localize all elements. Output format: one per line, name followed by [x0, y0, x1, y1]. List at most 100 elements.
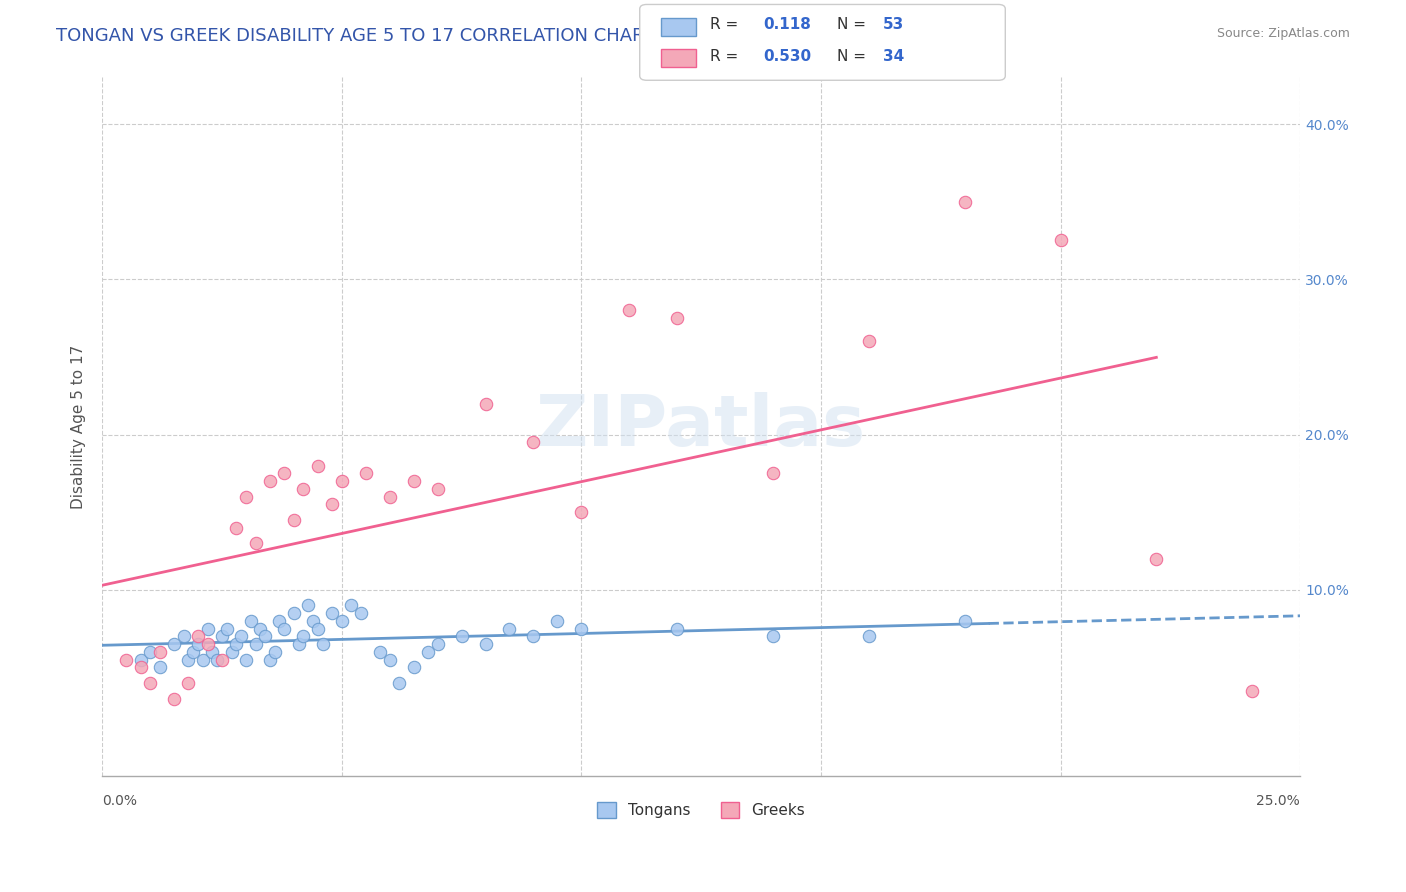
Point — [619, 303, 641, 318]
Point — [225, 637, 247, 651]
Point — [569, 505, 592, 519]
Point — [416, 645, 439, 659]
Point — [287, 637, 309, 651]
Point — [297, 599, 319, 613]
Point — [292, 629, 315, 643]
Text: 0.530: 0.530 — [763, 49, 811, 63]
Text: N =: N = — [837, 49, 866, 63]
Text: 25.0%: 25.0% — [1257, 794, 1301, 807]
Point — [330, 614, 353, 628]
Point — [354, 467, 377, 481]
Point — [149, 645, 172, 659]
Point — [191, 653, 214, 667]
Point — [283, 606, 305, 620]
Point — [474, 637, 496, 651]
Point — [311, 637, 333, 651]
Point — [273, 467, 295, 481]
Point — [249, 622, 271, 636]
Point — [283, 513, 305, 527]
Text: 53: 53 — [883, 17, 904, 31]
Point — [569, 622, 592, 636]
Point — [426, 482, 449, 496]
Point — [350, 606, 373, 620]
Point — [163, 637, 186, 651]
Text: R =: R = — [710, 49, 738, 63]
Point — [263, 645, 285, 659]
Legend: Tongans, Greeks: Tongans, Greeks — [591, 797, 811, 824]
Point — [235, 653, 257, 667]
Point — [1049, 234, 1071, 248]
Point — [330, 474, 353, 488]
Point — [221, 645, 243, 659]
Point — [129, 660, 152, 674]
Point — [197, 637, 219, 651]
Point — [211, 629, 233, 643]
Point — [302, 614, 325, 628]
Point — [858, 629, 880, 643]
Point — [245, 536, 267, 550]
Point — [953, 614, 976, 628]
Point — [187, 637, 209, 651]
Point — [269, 614, 291, 628]
Text: 0.0%: 0.0% — [103, 794, 138, 807]
Point — [498, 622, 520, 636]
Point — [307, 622, 329, 636]
Text: 34: 34 — [883, 49, 904, 63]
Point — [1144, 551, 1167, 566]
Point — [378, 653, 401, 667]
Text: ZIPatlas: ZIPatlas — [536, 392, 866, 461]
Point — [522, 435, 544, 450]
Point — [259, 653, 281, 667]
Point — [666, 311, 689, 326]
Point — [858, 334, 880, 349]
Point — [149, 660, 172, 674]
Point — [163, 691, 186, 706]
Point — [474, 396, 496, 410]
Text: N =: N = — [837, 17, 866, 31]
Point — [177, 676, 200, 690]
Point — [321, 498, 343, 512]
Point — [115, 653, 138, 667]
Point — [139, 676, 162, 690]
Point — [402, 474, 425, 488]
Point — [215, 622, 238, 636]
Point — [1241, 683, 1264, 698]
Point — [388, 676, 411, 690]
Point — [197, 622, 219, 636]
Point — [129, 653, 152, 667]
Point — [254, 629, 277, 643]
Point — [450, 629, 472, 643]
Point — [259, 474, 281, 488]
Point — [666, 622, 689, 636]
Point — [211, 653, 233, 667]
Text: R =: R = — [710, 17, 738, 31]
Point — [426, 637, 449, 651]
Point — [762, 629, 785, 643]
Point — [173, 629, 195, 643]
Point — [201, 645, 224, 659]
Point — [762, 467, 785, 481]
Point — [321, 606, 343, 620]
Point — [177, 653, 200, 667]
Point — [273, 622, 295, 636]
Point — [378, 490, 401, 504]
Point — [368, 645, 391, 659]
Point — [231, 629, 253, 643]
Point — [245, 637, 267, 651]
Y-axis label: Disability Age 5 to 17: Disability Age 5 to 17 — [72, 344, 86, 509]
Point — [953, 194, 976, 209]
Point — [139, 645, 162, 659]
Point — [235, 490, 257, 504]
Point — [239, 614, 262, 628]
Text: 0.118: 0.118 — [763, 17, 811, 31]
Point — [187, 629, 209, 643]
Text: TONGAN VS GREEK DISABILITY AGE 5 TO 17 CORRELATION CHART: TONGAN VS GREEK DISABILITY AGE 5 TO 17 C… — [56, 27, 655, 45]
Point — [522, 629, 544, 643]
Point — [340, 599, 363, 613]
Point — [225, 521, 247, 535]
Point — [307, 458, 329, 473]
Text: Source: ZipAtlas.com: Source: ZipAtlas.com — [1216, 27, 1350, 40]
Point — [292, 482, 315, 496]
Point — [205, 653, 228, 667]
Point — [546, 614, 568, 628]
